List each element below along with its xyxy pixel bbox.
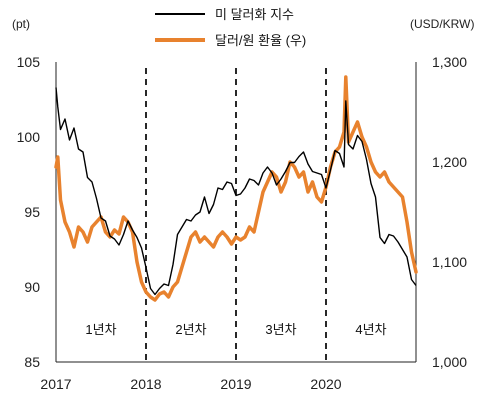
left-tick-label-100: 100 [17,129,41,145]
left-tick-label-105: 105 [17,54,41,70]
phase-label-year-3: 3년차 [265,322,296,337]
x-tick-label-2019: 2019 [220,376,251,392]
right-axis-unit: (USD/KRW) [410,17,474,31]
right-tick-label-1000: 1,000 [432,354,467,370]
x-tick-label-2018: 2018 [130,376,161,392]
right-tick-label-1200: 1,200 [432,154,467,170]
series-line-usd-krw [54,75,418,302]
year-dividers [145,68,327,362]
series-line-dollar-index [55,87,417,296]
left-tick-label-90: 90 [24,279,40,295]
phase-label-year-4: 4년차 [355,322,386,337]
phase-label-year-2: 2년차 [175,322,206,337]
x-axis-ticks: 2017 2018 2019 2020 [40,376,341,392]
right-axis-ticks: 1,000 1,100 1,200 1,300 [432,54,467,370]
legend-label-dollar-index: 미 달러화 지수 [215,7,294,22]
left-axis-unit: (pt) [12,17,30,31]
left-axis-ticks: 85 90 95 100 105 [17,54,41,370]
right-tick-label-1300: 1,300 [432,54,467,70]
legend: 미 달러화 지수 달러/원 환율 (우) [155,7,306,48]
left-tick-label-85: 85 [24,354,40,370]
x-tick-label-2017: 2017 [40,376,71,392]
legend-label-usd-krw: 달러/원 환율 (우) [215,33,306,48]
right-tick-label-1100: 1,100 [432,254,467,270]
x-tick-label-2020: 2020 [310,376,341,392]
phase-labels: 1년차 2년차 3년차 4년차 [85,322,386,337]
left-tick-label-95: 95 [24,204,40,220]
phase-label-year-1: 1년차 [85,322,116,337]
